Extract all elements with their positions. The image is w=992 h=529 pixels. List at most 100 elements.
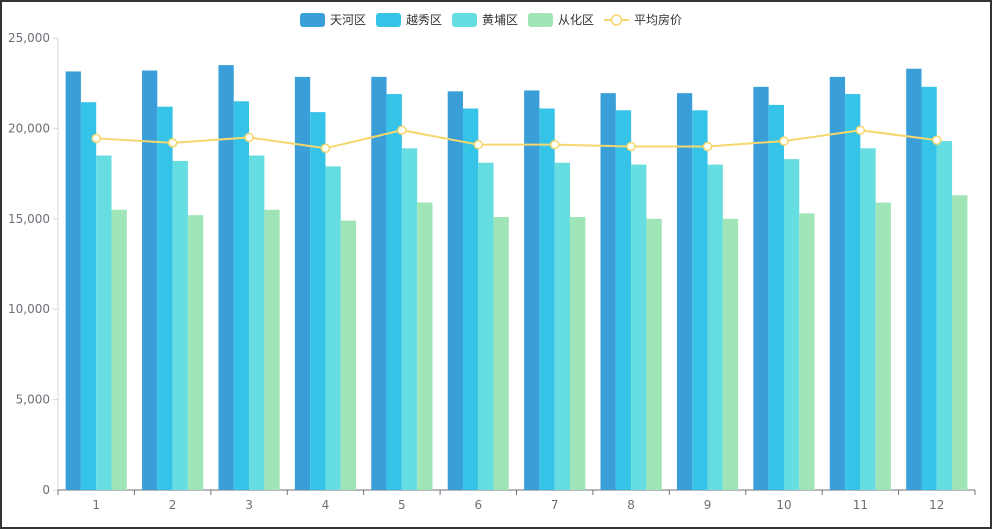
x-tick-label: 3 bbox=[245, 498, 253, 512]
bar bbox=[570, 216, 586, 490]
bar bbox=[875, 202, 891, 490]
bar bbox=[65, 71, 81, 490]
bar bbox=[493, 216, 509, 490]
x-tick-label: 4 bbox=[322, 498, 330, 512]
line-point bbox=[779, 136, 789, 146]
bar bbox=[952, 195, 968, 490]
x-tick-label: 2 bbox=[169, 498, 177, 512]
y-tick-label: 5,000 bbox=[16, 393, 50, 407]
bar bbox=[799, 213, 815, 490]
bar bbox=[218, 65, 234, 491]
x-tick-label: 11 bbox=[853, 498, 868, 512]
legend-item: 天河区 bbox=[300, 13, 366, 27]
bar bbox=[96, 155, 112, 490]
bar bbox=[539, 108, 555, 491]
bar bbox=[753, 86, 769, 490]
legend-swatch bbox=[300, 13, 325, 27]
bar bbox=[447, 91, 463, 490]
bar bbox=[906, 68, 922, 491]
x-tick-label: 10 bbox=[776, 498, 791, 512]
bar bbox=[401, 148, 418, 490]
y-tick-label: 20,000 bbox=[8, 121, 50, 135]
bar bbox=[478, 162, 494, 490]
line-point bbox=[855, 125, 866, 135]
bar bbox=[554, 162, 571, 490]
bar bbox=[768, 104, 784, 491]
bar bbox=[783, 159, 800, 491]
bar bbox=[249, 155, 265, 490]
bar bbox=[722, 218, 739, 491]
line-point bbox=[397, 125, 407, 135]
bars bbox=[65, 65, 968, 491]
legend-label: 越秀区 bbox=[406, 13, 442, 27]
bar bbox=[921, 86, 937, 490]
bar bbox=[676, 93, 693, 491]
y-tick-label: 0 bbox=[42, 483, 50, 497]
x-tick-label: 1 bbox=[92, 498, 100, 512]
line-point bbox=[320, 143, 331, 154]
bar bbox=[172, 160, 188, 490]
line-point bbox=[473, 139, 484, 150]
y-tick-label: 25,000 bbox=[8, 31, 50, 45]
line-point bbox=[932, 135, 942, 145]
bar bbox=[111, 209, 127, 490]
line-path bbox=[96, 129, 937, 150]
bar bbox=[157, 106, 173, 490]
legend: 天河区 越秀区 黄埔区 从化区 平均房价 bbox=[300, 12, 682, 27]
bar bbox=[829, 76, 846, 490]
bar bbox=[524, 90, 540, 490]
y-axis: 0 5,000 10,000 15,000 20,000 25,000 bbox=[8, 31, 59, 497]
bar bbox=[340, 220, 357, 490]
legend-label: 从化区 bbox=[558, 13, 594, 27]
legend-swatch bbox=[528, 13, 553, 27]
bar bbox=[600, 93, 616, 491]
legend-item: 越秀区 bbox=[376, 13, 442, 27]
legend-swatch bbox=[376, 13, 401, 27]
y-tick-label: 15,000 bbox=[8, 212, 50, 226]
x-tick-label: 12 bbox=[929, 498, 944, 512]
bar bbox=[936, 141, 953, 490]
bar bbox=[310, 112, 326, 491]
y-tick-label: 10,000 bbox=[8, 302, 50, 316]
bar bbox=[386, 94, 402, 490]
legend-label: 平均房价 bbox=[634, 12, 682, 27]
line-point bbox=[244, 132, 254, 143]
legend-label: 黄埔区 bbox=[482, 13, 518, 27]
average-line bbox=[91, 125, 942, 154]
bar bbox=[845, 94, 861, 490]
bar bbox=[294, 76, 311, 490]
legend-item: 从化区 bbox=[528, 13, 594, 27]
x-tick-label: 5 bbox=[398, 498, 406, 512]
legend-item: 黄埔区 bbox=[452, 13, 518, 27]
bar bbox=[264, 209, 280, 490]
x-tick-label: 6 bbox=[474, 498, 482, 512]
bar bbox=[371, 76, 387, 490]
bar bbox=[692, 110, 708, 490]
bar bbox=[462, 108, 479, 491]
bar bbox=[142, 70, 158, 490]
bar bbox=[615, 110, 632, 490]
line-point bbox=[167, 138, 178, 148]
bar bbox=[325, 166, 341, 491]
line-point bbox=[626, 141, 636, 152]
legend-label: 天河区 bbox=[330, 13, 366, 27]
bar bbox=[646, 218, 662, 491]
legend-swatch bbox=[452, 13, 477, 27]
line-point bbox=[91, 133, 101, 144]
legend-item: 平均房价 bbox=[604, 12, 682, 27]
bar bbox=[631, 164, 647, 490]
bar bbox=[80, 102, 97, 491]
bar bbox=[233, 101, 250, 490]
x-tick-label: 7 bbox=[551, 498, 559, 512]
x-tick-label: 8 bbox=[627, 498, 635, 512]
line-point bbox=[702, 141, 713, 152]
bar bbox=[417, 202, 433, 490]
x-tick-label: 9 bbox=[704, 498, 712, 512]
bar bbox=[860, 148, 876, 490]
x-axis: 1 2 3 4 5 6 7 8 9 10 11 12 bbox=[57, 489, 976, 512]
legend-marker bbox=[610, 14, 623, 26]
line-point bbox=[549, 139, 560, 150]
bar bbox=[187, 215, 204, 490]
bar bbox=[707, 164, 723, 490]
